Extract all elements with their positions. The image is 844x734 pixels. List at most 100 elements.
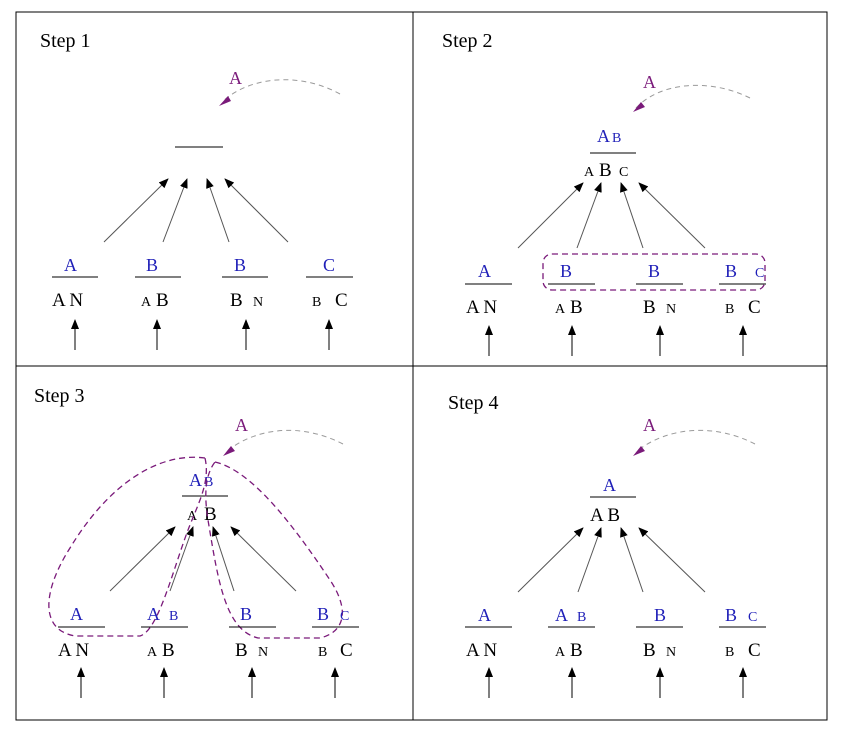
- leaf-lower-small: A: [555, 645, 566, 660]
- leaf-lower-small: B: [725, 645, 734, 660]
- leaf-node: A A N: [52, 255, 98, 311]
- leaf-upper: B: [146, 255, 158, 275]
- leaf-lower: B: [643, 640, 656, 661]
- input-arrows: [485, 667, 747, 698]
- leaf-node: C B C: [306, 255, 353, 311]
- top-upper-small: B: [204, 475, 213, 490]
- leaf-node: B A B: [135, 255, 181, 311]
- leaf-lower: A N: [466, 297, 497, 318]
- incoming-arrow: A: [219, 68, 341, 106]
- leaf-node: B B N: [636, 605, 683, 661]
- top-lower-small: A: [187, 509, 198, 524]
- input-arrows: [485, 325, 747, 356]
- leaf-upper-small: C: [748, 610, 757, 625]
- leaf-node: B B N: [222, 255, 268, 311]
- leaf-lower: B: [162, 640, 175, 661]
- incoming-arrow: A: [633, 415, 756, 456]
- panel-step-1: Step 1 A A A N B A B: [40, 30, 353, 350]
- leaf-node: A A N: [58, 604, 105, 661]
- leaf-upper: B: [648, 261, 660, 281]
- leaf-lower: A N: [466, 640, 497, 661]
- leaf-node: A A N: [465, 261, 512, 318]
- top-upper: A: [597, 126, 610, 146]
- leaf-upper: B: [240, 604, 252, 624]
- top-upper: A: [603, 475, 616, 495]
- input-arrows: [77, 667, 339, 698]
- leaf-node: B B N: [636, 261, 683, 318]
- top-lower: A B: [590, 505, 620, 526]
- leaf-lower-small: A: [555, 302, 566, 317]
- leaf-upper-small: B: [577, 610, 586, 625]
- leaf-lower-small: B: [318, 645, 327, 660]
- incoming-arrow: A: [633, 72, 751, 112]
- leaf-lower: B: [643, 297, 656, 318]
- leaf-upper: B: [317, 604, 329, 624]
- leaf-node: B C B C: [719, 605, 766, 661]
- tree-edges: [109, 526, 297, 592]
- leaf-lower: C: [748, 640, 761, 661]
- incoming-label: A: [643, 72, 656, 92]
- leaf-lower-small: N: [253, 295, 263, 310]
- top-lower: B: [599, 160, 612, 181]
- top-lower: B: [204, 504, 217, 525]
- leaf-lower-small: N: [258, 645, 268, 660]
- top-lower-small: A: [584, 165, 595, 180]
- incoming-label: A: [643, 415, 656, 435]
- leaf-lower-small: A: [147, 645, 158, 660]
- leaf-lower: C: [335, 290, 348, 311]
- leaf-lower: B: [570, 640, 583, 661]
- leaf-lower-small: A: [141, 295, 152, 310]
- leaf-lower-small: N: [666, 302, 676, 317]
- panel-step-3: Step 3 A A B A B A A N: [34, 385, 359, 698]
- leaf-upper: A: [64, 255, 77, 275]
- leaf-lower-small: B: [725, 302, 734, 317]
- input-arrows: [71, 319, 333, 350]
- panel-title: Step 1: [40, 30, 91, 52]
- leaf-lower: A N: [58, 640, 89, 661]
- leaf-lower: B: [230, 290, 243, 311]
- leaf-upper: A: [147, 604, 160, 624]
- incoming-label: A: [235, 415, 248, 435]
- leaf-lower: C: [340, 640, 353, 661]
- panel-grid: [15, 11, 828, 721]
- panel-step-2: Step 2 A A B A B C A A N B: [442, 30, 766, 356]
- leaf-upper: A: [555, 605, 568, 625]
- leaf-upper: C: [323, 255, 335, 275]
- leaf-lower: A N: [52, 290, 83, 311]
- leaf-upper: B: [654, 605, 666, 625]
- leaf-lower-small: B: [312, 295, 321, 310]
- panel-title: Step 4: [448, 392, 499, 414]
- leaf-upper: A: [70, 604, 83, 624]
- leaf-upper-small: C: [340, 609, 349, 624]
- incoming-arrow: A: [223, 415, 344, 456]
- leaf-node: B C B C: [719, 261, 766, 318]
- tree-edges: [517, 182, 706, 249]
- leaf-node: A B A B: [141, 604, 188, 661]
- leaf-lower: B: [235, 640, 248, 661]
- top-upper: A: [189, 470, 202, 490]
- leaf-lower: B: [156, 290, 169, 311]
- leaf-upper: A: [478, 261, 491, 281]
- leaf-upper: A: [478, 605, 491, 625]
- incoming-label: A: [229, 68, 242, 88]
- top-node: A B A B C: [584, 126, 636, 181]
- leaf-lower: B: [570, 297, 583, 318]
- leaf-upper-small: C: [755, 266, 764, 281]
- top-node: A A B: [590, 475, 636, 526]
- top-node: A B A B: [182, 470, 228, 525]
- leaf-upper-small: B: [169, 609, 178, 624]
- leaf-upper: B: [725, 605, 737, 625]
- group-outline: [542, 253, 766, 291]
- panel-title: Step 2: [442, 30, 493, 52]
- leaf-node: B C B C: [312, 604, 359, 661]
- leaf-upper: B: [234, 255, 246, 275]
- panel-title: Step 3: [34, 385, 85, 407]
- top-upper-small: B: [612, 131, 621, 146]
- top-lower-small: C: [619, 165, 628, 180]
- tree-edges: [103, 178, 289, 243]
- leaf-node: A A N: [465, 605, 512, 661]
- group-outline: [48, 456, 343, 639]
- leaf-node: A B A B: [548, 605, 595, 661]
- panel-step-4: Step 4 A A A B A A N A B A B: [448, 392, 766, 698]
